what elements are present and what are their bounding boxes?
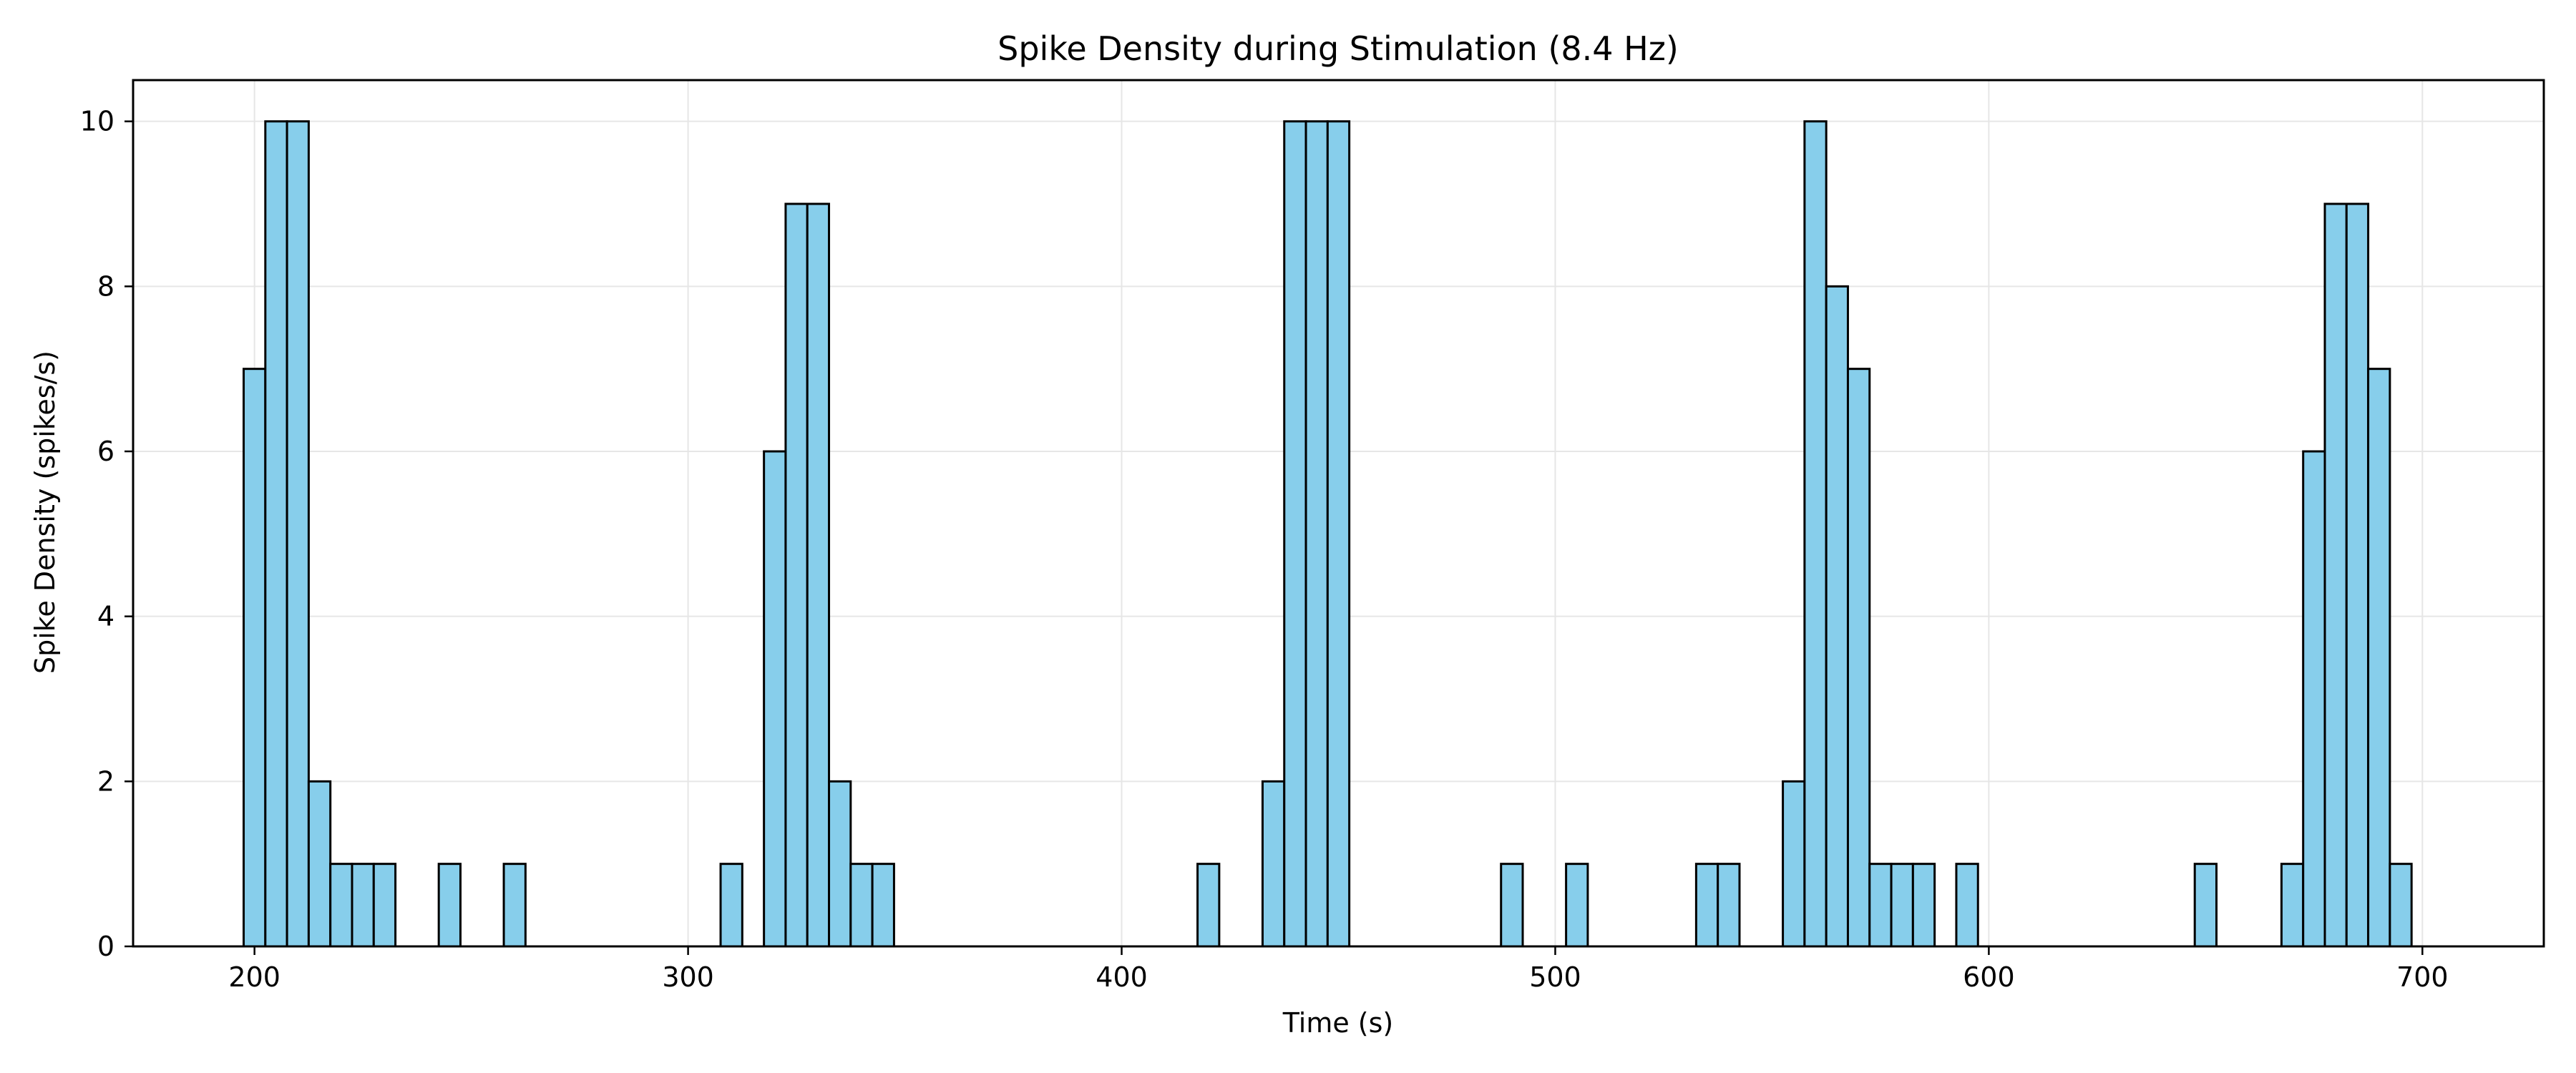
x-axis-label: Time (s) [1282, 1007, 1394, 1039]
histogram-bar [2193, 863, 2218, 948]
histogram-bar [1500, 863, 1524, 948]
histogram-bar [1890, 863, 1914, 948]
histogram-bar [1846, 368, 1871, 948]
histogram-bar [2367, 368, 2391, 948]
y-axis-label: Spike Density (spikes/s) [29, 351, 61, 674]
y-tick-label: 6 [97, 436, 114, 467]
x-tick-label: 400 [1096, 961, 1148, 993]
y-tick-label: 4 [97, 601, 114, 632]
y-tick-label: 10 [80, 106, 114, 137]
chart-title: Spike Density during Stimulation (8.4 Hz… [997, 29, 1679, 68]
histogram-bar [2389, 863, 2413, 948]
histogram-bar [502, 863, 527, 948]
histogram-bar [784, 202, 809, 948]
histogram-bar [351, 863, 375, 948]
histogram-bar [806, 202, 831, 948]
histogram-bar [828, 780, 852, 948]
histogram-bar [1283, 120, 1307, 948]
y-axis-ticks: 0 2 4 6 8 10 [80, 106, 133, 962]
y-tick-label: 2 [97, 765, 114, 797]
plot-frame [132, 79, 2545, 948]
histogram-bar [871, 863, 895, 948]
histogram-bar [1782, 780, 1806, 948]
bars [243, 120, 2413, 948]
x-tick-label: 300 [662, 961, 714, 993]
histogram-bar [243, 368, 267, 948]
histogram-bar [286, 120, 310, 948]
histogram-bar [1825, 285, 1849, 948]
histogram-bar [1565, 863, 1589, 948]
histogram-bar [264, 120, 288, 948]
x-tick-label: 700 [2396, 961, 2449, 993]
histogram-bar [307, 780, 332, 948]
y-tick-label: 0 [97, 931, 114, 962]
x-tick-label: 500 [1529, 961, 1581, 993]
histogram-bar [1261, 780, 1286, 948]
histogram-bar [849, 863, 874, 948]
histogram-bar [1694, 863, 1719, 948]
histogram-bar [2302, 450, 2326, 948]
histogram-bar [1911, 863, 1936, 948]
x-tick-label: 200 [228, 961, 280, 993]
histogram-bar [719, 863, 743, 948]
histogram-bar [372, 863, 397, 948]
histogram-bar [329, 863, 353, 948]
histogram-bar [1717, 863, 1741, 948]
histogram-bar [2345, 202, 2370, 948]
histogram-bar [2280, 863, 2305, 948]
x-axis-ticks: 200 300 400 500 600 700 [228, 946, 2449, 993]
y-tick-label: 8 [97, 270, 114, 302]
histogram-bar [1868, 863, 1893, 948]
histogram-bar [2323, 202, 2348, 948]
histogram-bar [1955, 863, 1979, 948]
x-tick-label: 600 [1963, 961, 2015, 993]
histogram-bar [1196, 863, 1221, 948]
histogram-bar [1803, 120, 1828, 948]
histogram-bar [437, 863, 462, 948]
histogram-bar [1326, 120, 1351, 948]
histogram-bar [763, 450, 787, 948]
histogram-bar [1304, 120, 1329, 948]
